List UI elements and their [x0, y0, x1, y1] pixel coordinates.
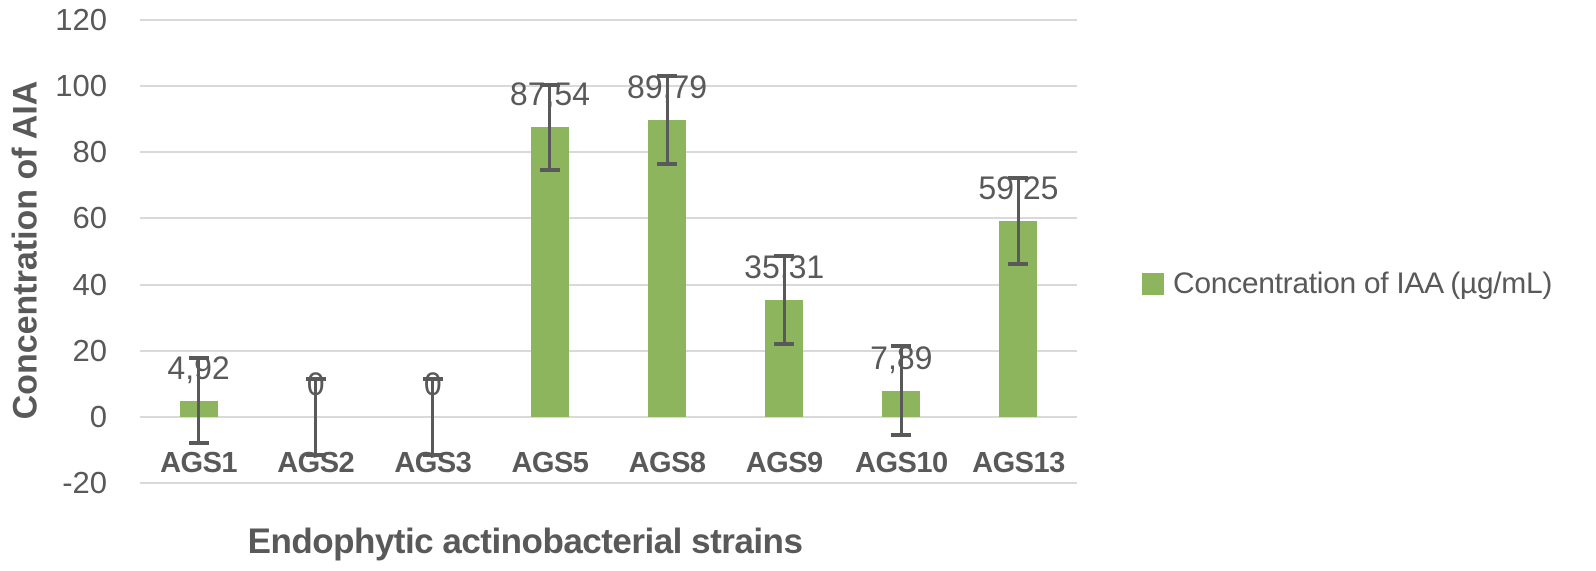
error-bar-ags2 — [314, 377, 318, 457]
x-axis-label-ags13: AGS13 — [972, 447, 1065, 479]
gridline — [140, 217, 1077, 220]
error-cap-top-ags8 — [657, 74, 678, 79]
y-axis-tick-label: -20 — [62, 465, 107, 500]
legend: Concentration of IAA (µg/mL) — [1142, 264, 1552, 304]
y-axis-tick-label: 80 — [72, 134, 107, 170]
error-cap-top-ags2 — [305, 377, 326, 382]
data-label-ags9: 35,31 — [744, 249, 825, 286]
gridline — [140, 151, 1077, 154]
x-axis-label-ags5: AGS5 — [511, 447, 589, 479]
gridline — [140, 415, 1077, 418]
legend-label: Concentration of IAA (µg/mL) — [1173, 267, 1553, 300]
x-axis-title: Endophytic actinobacterial strains — [247, 522, 803, 561]
legend-color-swatch — [1142, 273, 1164, 295]
x-axis-label-ags8: AGS8 — [628, 447, 706, 479]
error-bar-ags10 — [899, 344, 903, 438]
y-axis-tick-label: 100 — [55, 68, 107, 104]
error-cap-bottom-ags13 — [1008, 261, 1029, 266]
error-bar-ags9 — [782, 254, 786, 347]
error-cap-bottom-ags2 — [305, 452, 326, 457]
y-axis-tick-label: 120 — [55, 2, 107, 37]
y-axis-tick-label: 40 — [72, 266, 107, 302]
x-axis-label-ags1: AGS1 — [160, 447, 238, 479]
y-axis-tick-label: 0 — [89, 398, 107, 434]
x-axis-label-ags10: AGS10 — [855, 447, 948, 479]
plot-area: 4,92 0 0 87,54 89,79 35,31 7,89 59,25 — [140, 19, 1077, 484]
error-cap-top-ags9 — [774, 254, 795, 259]
gridline — [140, 85, 1077, 88]
error-cap-top-ags13 — [1008, 176, 1029, 181]
data-label-ags8: 89,79 — [627, 68, 708, 105]
error-cap-bottom-ags3 — [422, 452, 443, 457]
y-axis-tick-label: 20 — [72, 332, 107, 368]
gridline — [140, 482, 1077, 484]
x-axis-category-labels: AGS1 AGS2 AGS3 AGS5 AGS8 AGS9 AGS10 AGS13 — [140, 445, 1077, 481]
error-cap-bottom-ags9 — [774, 342, 795, 347]
error-bar-ags1 — [197, 355, 201, 446]
y-axis-tick-label: 60 — [72, 200, 107, 236]
bar-ags5 — [530, 127, 569, 417]
data-label-ags1: 4,92 — [167, 349, 230, 386]
data-label-ags5: 87,54 — [509, 76, 590, 113]
gridline — [140, 283, 1077, 286]
data-label-ags10: 7,89 — [870, 339, 933, 376]
y-axis-tick-labels: 120 100 80 60 40 20 0 -20 — [0, 0, 107, 571]
x-axis-label-ags3: AGS3 — [394, 447, 472, 479]
data-label-ags3: 0 — [423, 365, 442, 402]
error-cap-top-ags5 — [539, 82, 560, 87]
x-axis-label-ags9: AGS9 — [745, 447, 823, 479]
error-cap-bottom-ags8 — [657, 161, 678, 166]
error-bar-ags5 — [548, 82, 552, 172]
error-bar-ags8 — [665, 74, 669, 166]
data-label-ags13: 59,25 — [978, 169, 1059, 206]
error-cap-top-ags10 — [891, 344, 912, 349]
error-bar-ags13 — [1016, 176, 1020, 266]
error-bar-ags3 — [431, 377, 435, 457]
error-cap-bottom-ags10 — [891, 433, 912, 438]
error-cap-top-ags1 — [188, 355, 209, 360]
bar-ags8 — [648, 119, 687, 417]
x-axis-label-ags2: AGS2 — [277, 447, 355, 479]
gridline — [140, 19, 1077, 21]
error-cap-bottom-ags5 — [539, 167, 560, 172]
data-label-ags2: 0 — [306, 365, 325, 402]
error-cap-bottom-ags1 — [188, 441, 209, 446]
error-cap-top-ags3 — [422, 377, 443, 382]
gridline — [140, 349, 1077, 352]
